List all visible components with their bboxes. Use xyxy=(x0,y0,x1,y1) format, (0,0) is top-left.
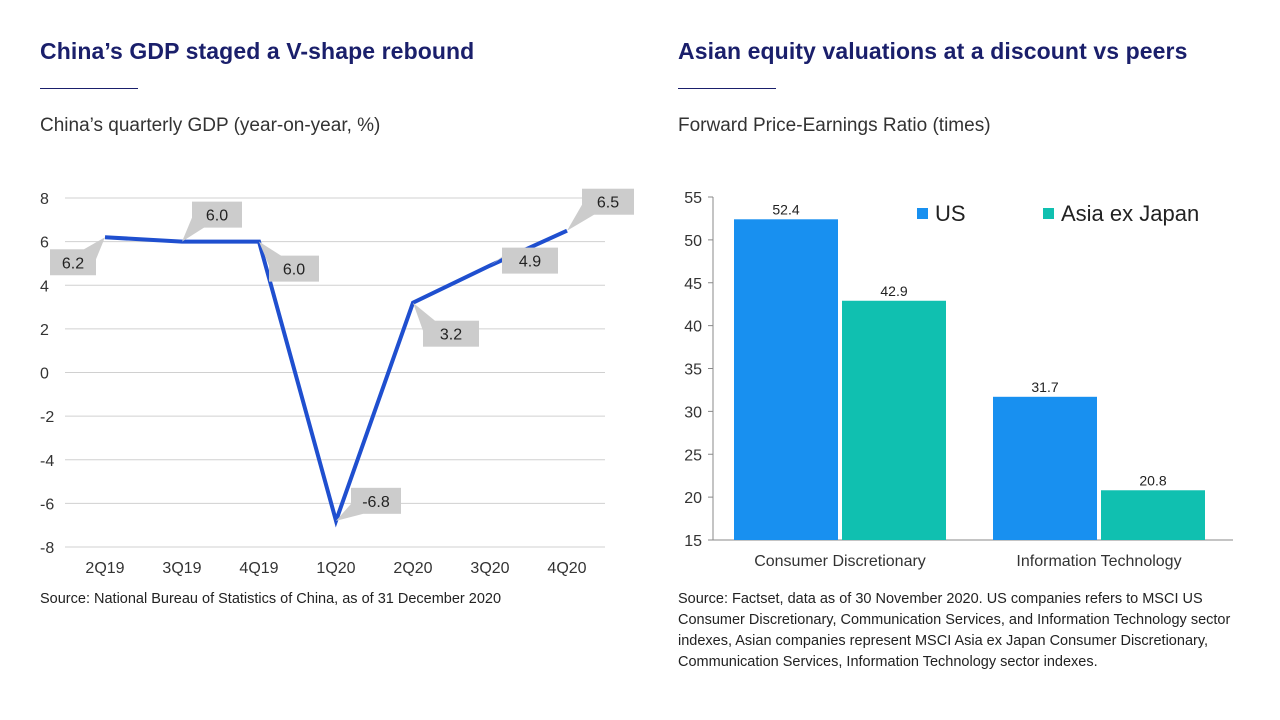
y-tick-label: 30 xyxy=(684,404,702,421)
data-label: 3.2 xyxy=(440,327,462,344)
x-category-label: Consumer Discretionary xyxy=(754,553,926,570)
y-tick-label: -8 xyxy=(40,540,54,557)
legend-item: Asia ex Japan xyxy=(1043,201,1199,226)
data-callout: 4.9 xyxy=(490,247,558,274)
legend-swatch xyxy=(1043,208,1054,219)
bar xyxy=(734,219,838,541)
y-tick-label: 35 xyxy=(684,362,702,379)
y-tick-label: 40 xyxy=(684,319,702,336)
bar-value-label: 20.8 xyxy=(1139,472,1166,488)
bar xyxy=(842,300,946,540)
gdp-chart-title: China’s GDP staged a V-shape rebound xyxy=(40,38,475,64)
y-tick-label: -6 xyxy=(40,496,54,513)
x-tick-label: 2Q20 xyxy=(393,560,432,577)
callout-pointer xyxy=(336,503,363,521)
y-tick-label: 50 xyxy=(684,233,702,250)
legend-label: Asia ex Japan xyxy=(1061,201,1199,226)
x-tick-label: 4Q19 xyxy=(239,560,278,577)
y-tick-label: 6 xyxy=(40,235,49,252)
x-tick-label: 1Q20 xyxy=(316,560,355,577)
bar-value-label: 52.4 xyxy=(772,201,799,217)
data-label: -6.8 xyxy=(362,494,390,511)
pe-chart-title: Asian equity valuations at a discount vs… xyxy=(678,38,1188,64)
callout-box xyxy=(50,249,96,276)
gdp-source-note: Source: National Bureau of Statistics of… xyxy=(40,591,502,607)
data-label: 6.5 xyxy=(597,195,619,212)
title-underline xyxy=(678,88,776,89)
x-tick-label: 2Q19 xyxy=(85,560,124,577)
gdp-chart-subtitle: China’s quarterly GDP (year-on-year, %) xyxy=(40,115,381,136)
pe-bar-chart: 55 50 45 40 35 30 25 20 15 52.4 31.7 42.9 20.8 Consum… xyxy=(684,190,1233,570)
legend-swatch xyxy=(917,208,928,219)
y-tick-label: 55 xyxy=(684,190,702,207)
callout-box xyxy=(269,255,319,282)
y-tick-label: -2 xyxy=(40,409,54,426)
y-tick-label: 0 xyxy=(40,366,49,383)
y-tick-label: -4 xyxy=(40,453,54,470)
data-label: 4.9 xyxy=(519,254,541,271)
callout-box xyxy=(502,247,558,274)
x-tick-label: 3Q19 xyxy=(162,560,201,577)
pe-chart-subtitle: Forward Price-Earnings Ratio (times) xyxy=(678,115,991,136)
callout-box xyxy=(351,487,401,514)
data-callout: 6.5 xyxy=(567,188,634,231)
data-label: 6.0 xyxy=(206,208,228,225)
data-callout: 6.2 xyxy=(50,237,105,276)
y-tick-label: 45 xyxy=(684,276,702,293)
callout-box xyxy=(582,188,634,215)
gdp-line-chart: 8 6 4 2 0 -2 -4 -6 -8 2Q19 3Q19 4Q19 1Q20 2Q20 3Q20 4Q2… xyxy=(40,188,634,577)
pe-source-note: Source: Factset, data as of 30 November … xyxy=(678,591,1231,670)
bar-value-label: 42.9 xyxy=(880,283,907,299)
data-callout: 3.2 xyxy=(413,302,479,347)
gdp-series-line xyxy=(104,228,568,528)
bar xyxy=(993,396,1097,540)
y-tick-label: 8 xyxy=(40,191,49,208)
data-label: 6.0 xyxy=(283,262,305,279)
data-callout: 6.0 xyxy=(259,241,319,282)
x-tick-label: 3Q20 xyxy=(470,560,509,577)
legend-item: US xyxy=(917,201,966,226)
callout-box xyxy=(192,201,242,228)
y-tick-label: 25 xyxy=(684,447,702,464)
title-underline xyxy=(40,88,138,89)
x-tick-label: 4Q20 xyxy=(547,560,586,577)
y-tick-label: 4 xyxy=(40,278,49,295)
x-category-label: Information Technology xyxy=(1016,553,1181,570)
y-tick-label: 20 xyxy=(684,490,702,507)
data-callout: 6.0 xyxy=(182,201,242,242)
callout-box xyxy=(423,320,479,347)
y-tick-label: 2 xyxy=(40,322,49,339)
y-tick-label: 15 xyxy=(684,533,702,550)
data-label: 6.2 xyxy=(62,255,84,272)
callout-pointer xyxy=(84,237,105,260)
bar-value-label: 31.7 xyxy=(1031,379,1058,395)
bar xyxy=(1101,490,1205,540)
data-callout: -6.8 xyxy=(336,487,401,521)
legend-label: US xyxy=(935,201,966,226)
